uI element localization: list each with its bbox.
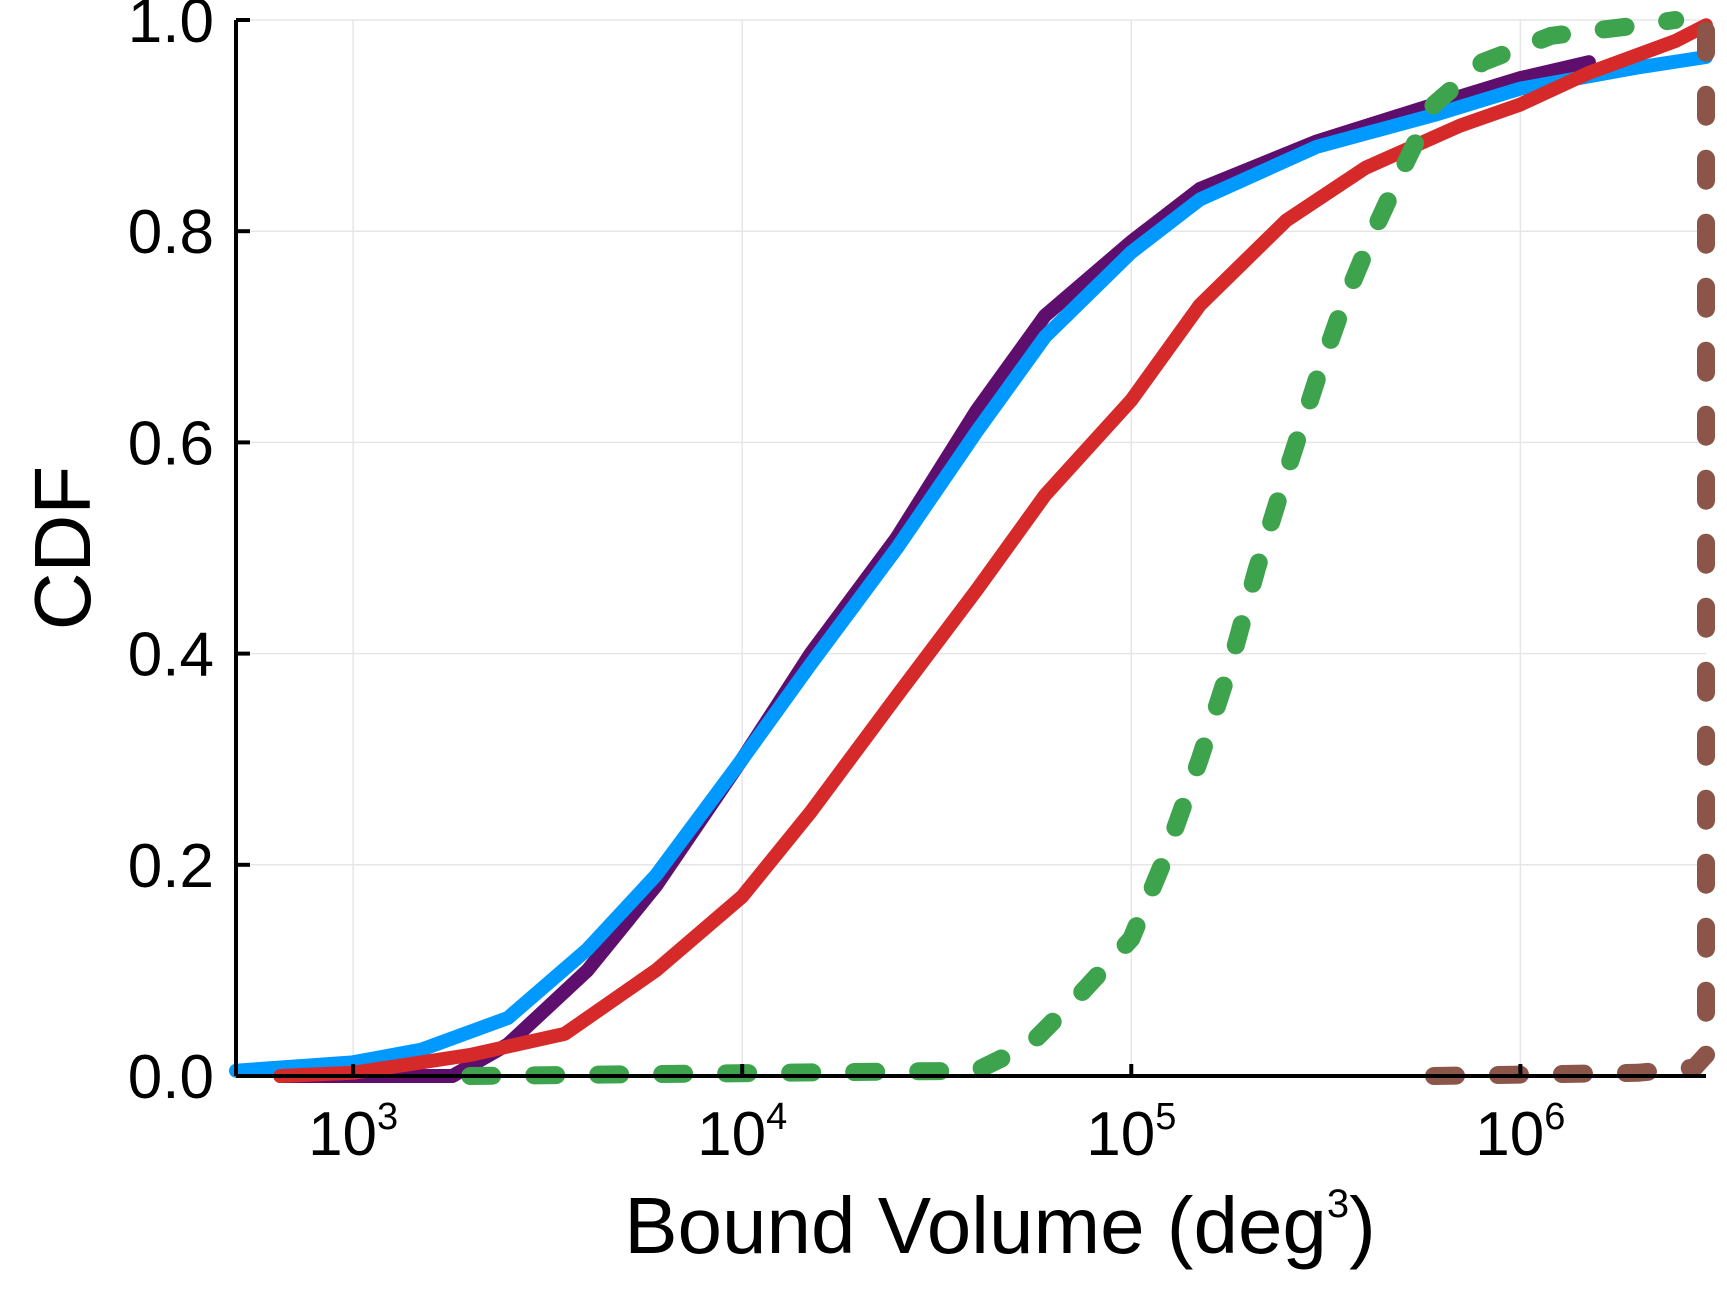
axes xyxy=(234,20,1706,1078)
y-tick-label: 0.2 xyxy=(128,832,214,901)
series-line-green xyxy=(461,11,1685,1085)
x-tick-label: 106 xyxy=(1475,1096,1565,1169)
y-tick-label: 0.0 xyxy=(128,1043,214,1112)
series-line-purple xyxy=(273,55,1596,1083)
series-line-red xyxy=(273,18,1713,1083)
x-tick-label: 104 xyxy=(697,1096,787,1169)
x-tick-label: 103 xyxy=(308,1096,398,1169)
series-layer xyxy=(229,11,1715,1085)
series-line-blue xyxy=(229,50,1713,1078)
y-tick-label: 0.6 xyxy=(128,409,214,478)
y-tick-label: 0.4 xyxy=(128,621,214,690)
x-tick-label: 105 xyxy=(1086,1096,1176,1169)
y-axis-title: CDF xyxy=(18,466,107,630)
y-ticks: 0.0 0.2 0.4 0.6 0.8 1.0 xyxy=(128,0,250,1112)
x-axis-title: Bound Volume (deg3) xyxy=(624,1181,1376,1270)
series-line-brown xyxy=(1425,11,1715,1085)
x-ticks: 103 104 105 106 xyxy=(308,1064,1565,1169)
grid-lines xyxy=(236,19,1706,1077)
y-tick-label: 0.8 xyxy=(128,198,214,267)
y-tick-label: 1.0 xyxy=(128,0,214,56)
